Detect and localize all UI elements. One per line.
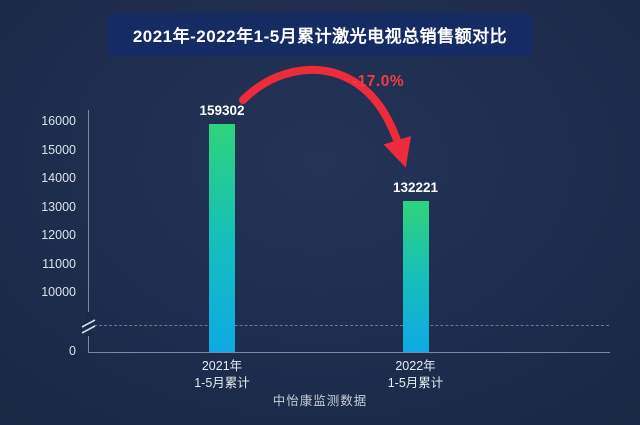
bar-category-line: 1-5月累计 <box>194 376 250 390</box>
axis-break-icon <box>81 312 96 336</box>
y-tick-label: 16000 <box>41 114 76 128</box>
bar-category-line: 2022年 <box>395 359 436 373</box>
bar-2022年 <box>402 201 429 352</box>
y-axis-line <box>88 110 89 352</box>
percent-change-label: -17.0% <box>352 73 405 90</box>
decline-arrow-icon <box>239 65 412 168</box>
bar-category-line: 2021年 <box>201 359 243 373</box>
y-tick-label: 0 <box>69 344 76 358</box>
bar-value-label: 132221 <box>392 180 439 196</box>
y-tick-label: 15000 <box>41 142 76 157</box>
data-source-label: 中怡康监测数据 <box>272 394 368 408</box>
x-axis-line <box>88 352 610 353</box>
bar-value-label: 159302 <box>199 102 245 118</box>
y-tick-label: 11000 <box>42 256 76 271</box>
bar-category-label: 2022年 1-5月累计 <box>361 358 471 392</box>
chart-title: 2021年-2022年1-5月累计激光电视总销售额对比 <box>106 13 534 56</box>
bar-2021年 <box>209 123 235 352</box>
bar-category-line: 1-5月累计 <box>387 376 444 390</box>
y-tick-label: 12000 <box>41 228 76 242</box>
bar-category-label: 2021年 1-5月累计 <box>167 358 277 392</box>
y-tick-label: 10000 <box>41 285 76 299</box>
y-tick-label: 14000 <box>41 171 76 185</box>
axis-break-dashed-line <box>89 325 609 326</box>
y-tick-label: 13000 <box>41 199 76 214</box>
